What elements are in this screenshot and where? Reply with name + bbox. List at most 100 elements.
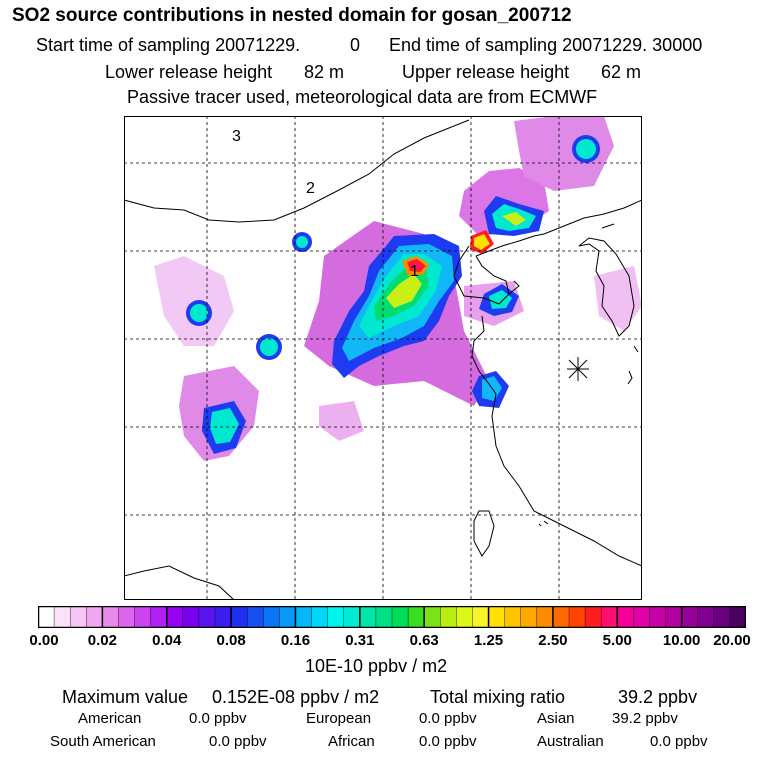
coastlines: [124, 119, 642, 600]
concentration-field: [154, 116, 642, 461]
start-time-value: 0: [350, 35, 361, 55]
haze-north: [514, 116, 614, 191]
colorbar-cell: [649, 606, 667, 628]
region-label-3: 3: [232, 128, 241, 145]
colorbar-tick-label: 0.08: [216, 632, 246, 649]
max-value: 0.152E-08 ppbv / m2: [212, 687, 380, 707]
max-value-label: Maximum value: [62, 687, 189, 707]
colorbar-cell: [38, 606, 55, 628]
end-time-label: End time of sampling 20071229. 30000: [389, 35, 703, 55]
colorbar-tick-label: 0.02: [87, 632, 117, 649]
region-value-american: 0.0 ppbv: [189, 710, 247, 727]
colorbar-cell: [53, 606, 71, 628]
colorbar-cell: [102, 606, 120, 628]
region-value-south-american: 0.0 ppbv: [209, 733, 267, 750]
colorbar-frame: [38, 606, 746, 628]
colorbar-cell: [182, 606, 200, 628]
colorbar-tick-label: 0.31: [345, 632, 375, 649]
colorbar-tick-label: 0.63: [409, 632, 439, 649]
colorbar-cell: [134, 606, 152, 628]
haze-korea: [594, 266, 642, 331]
region-value-asian: 39.2 ppbv: [612, 710, 678, 727]
blob-shandong-cyan: [489, 290, 512, 309]
region-name-australian: Australian: [537, 733, 604, 750]
colorbar-cell: [246, 606, 265, 628]
receptor-star-icon: [567, 357, 589, 381]
colorbar-cell: [86, 606, 104, 628]
colorbar-cell: [198, 606, 216, 628]
upper-height-value: 62 m: [601, 62, 642, 82]
colorbar-tick-label: 2.50: [538, 632, 568, 649]
colorbar-cell: [279, 606, 297, 628]
lower-height-value: 82 m: [304, 62, 345, 82]
region-name-asian: Asian: [537, 710, 575, 727]
tracer-note: Passive tracer used, meteorological data…: [127, 87, 598, 107]
contour-yellow: [386, 274, 422, 308]
colorbar-cell: [327, 606, 345, 628]
region-value-african: 0.0 ppbv: [419, 733, 477, 750]
colorbar-tick-label: 1.25: [473, 632, 504, 649]
region-value-australian: 0.0 ppbv: [650, 733, 708, 750]
colorbar-cell: [665, 606, 683, 628]
colorbar-cell: [456, 606, 474, 628]
total-mixing-value: 39.2 ppbv: [618, 687, 698, 707]
region-name-american: American: [78, 710, 142, 727]
blob-ne-yellowcore: [474, 234, 490, 250]
colorbar-tick-label: 0.00: [29, 632, 59, 649]
colorbar-cell: [391, 606, 409, 628]
start-time-label: Start time of sampling 20071229.: [36, 35, 301, 55]
haze-south: [319, 401, 364, 441]
region-label-2: 2: [306, 180, 315, 197]
colorbar-cell: [568, 606, 586, 628]
blob-w2-cyan: [260, 338, 278, 356]
colorbar-cell: [552, 606, 570, 628]
region-value-european: 0.0 ppbv: [419, 710, 477, 727]
figure-title: SO2 source contributions in nested domai…: [12, 5, 572, 26]
blob-n-cyan: [296, 236, 308, 248]
blob-sichuan-cyan: [210, 408, 239, 444]
colorbar-tick-label: 0.16: [280, 632, 311, 649]
map-frame: [124, 116, 642, 600]
colorbar-cell: [681, 606, 699, 628]
colorbar-cell: [118, 606, 136, 628]
concentration-map: 1 2 3: [124, 116, 642, 600]
colorbar-tick-label: 5.00: [602, 632, 632, 649]
colorbar-cell: [214, 606, 232, 628]
colorbar-cell: [633, 606, 651, 628]
region-name-african: African: [328, 733, 375, 750]
colorbar-cell: [600, 606, 619, 628]
colorbar-cell: [697, 606, 715, 628]
graticule: [124, 116, 642, 600]
blob-ne-yellow: [502, 212, 526, 226]
colorbar-cell: [230, 606, 248, 628]
colorbar-cell: [472, 606, 490, 628]
colorbar: [38, 606, 746, 628]
colorbar-tick-label: 10.00: [662, 632, 701, 649]
colorbar-tick-label: 0.04: [152, 632, 182, 649]
colorbar-cell: [520, 606, 538, 628]
colorbar-tick-label: 20.00: [713, 632, 751, 649]
total-mixing-label: Total mixing ratio: [430, 687, 566, 707]
colorbar-cell: [440, 606, 458, 628]
region-name-south-american: South American: [50, 733, 156, 750]
colorbar-cell: [504, 606, 522, 628]
colorbar-cell: [150, 606, 168, 628]
colorbar-cell: [423, 606, 442, 628]
blob-w1-cyan: [190, 304, 208, 322]
contour-peak: [411, 262, 422, 269]
upper-height-label: Upper release height: [402, 62, 570, 82]
region-name-european: European: [306, 710, 372, 727]
colorbar-cell: [311, 606, 329, 628]
lower-height-label: Lower release height: [105, 62, 273, 82]
colorbar-cell: [375, 606, 393, 628]
colorbar-cell: [713, 606, 731, 628]
colorbar-cell: [343, 606, 361, 628]
colorbar-cell: [536, 606, 554, 628]
colorbar-cell: [359, 606, 377, 628]
colorbar-cell: [166, 606, 184, 628]
colorbar-cell: [407, 606, 425, 628]
colorbar-cell: [584, 606, 602, 628]
blob-north-cyan: [576, 139, 596, 159]
colorbar-cell: [263, 606, 281, 628]
colorbar-unit: 10E-10 ppbv / m2: [305, 656, 448, 676]
